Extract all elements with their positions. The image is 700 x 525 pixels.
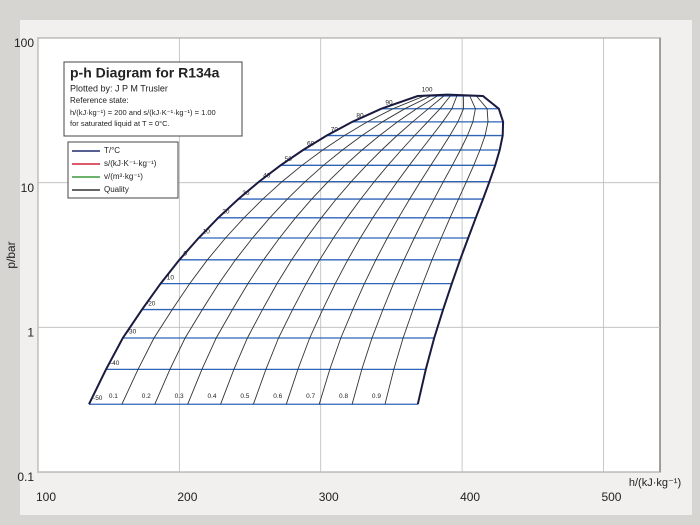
quality-label: 0.3: [175, 393, 184, 400]
isotherm-label: -30: [127, 329, 137, 336]
x-tick-label: 300: [319, 490, 339, 504]
saturation-curve: [88, 93, 505, 405]
quality-label: 0.9: [372, 393, 381, 400]
plot: -50-40-30-20-1001020304050607080901000.1…: [37, 37, 660, 473]
quality-line: [351, 95, 476, 405]
isotherm-label: 20: [222, 209, 230, 216]
quality-label: 0.1: [109, 393, 118, 400]
isotherm-label: 90: [385, 99, 393, 106]
chart-subtitle: Plotted by: J P M Trusler: [70, 83, 168, 93]
isotherm-label: -20: [146, 300, 156, 307]
quality-line: [285, 95, 458, 405]
isotherm-label: 80: [356, 113, 364, 120]
quality-line: [154, 95, 431, 405]
note: Reference state:: [70, 96, 129, 105]
x-axis-label: h/(kJ·kg⁻¹): [629, 477, 681, 489]
y-tick-label: 100: [14, 36, 34, 50]
isotherm-label: -10: [165, 274, 175, 281]
y-axis-label: p/bar: [4, 241, 18, 268]
isotherm-label: 100: [422, 87, 433, 94]
isotherm-label: 10: [203, 229, 211, 236]
quality-line: [318, 95, 465, 405]
quality-label: 0.5: [240, 393, 249, 400]
x-tick-label: 100: [36, 490, 56, 504]
quality-line: [121, 95, 425, 405]
chart-title: p-h Diagram for R134a: [70, 65, 220, 81]
isotherm-label: -50: [93, 395, 103, 402]
quality-label: 0.2: [142, 393, 151, 400]
isotherm-label: 70: [331, 126, 339, 133]
x-tick-label: 200: [177, 490, 197, 504]
y-tick-label: 10: [21, 181, 35, 195]
legend-label: Quality: [104, 185, 129, 194]
title-box: [63, 61, 243, 137]
quality-label: 0.6: [273, 393, 282, 400]
note: for saturated liquid at T = 0°C.: [70, 119, 170, 128]
quality-line: [252, 95, 451, 405]
y-tick-label: 0.1: [17, 470, 34, 484]
y-tick-label: 1: [27, 326, 34, 340]
x-tick-label: 500: [601, 490, 621, 504]
legend-label: T/°C: [104, 146, 120, 155]
legend-label: v/(m³·kg⁻¹): [104, 172, 143, 181]
note: h/(kJ·kg⁻¹) = 200 and s/(kJ·K⁻¹·kg⁻¹) = …: [70, 108, 216, 117]
quality-line: [187, 95, 438, 405]
legend-items: T/°C s/(kJ·K⁻¹·kg⁻¹) v/(m³·kg⁻¹) Quality: [72, 146, 157, 194]
quality-line: [384, 95, 489, 405]
quality-line: [220, 95, 445, 405]
legend-label: s/(kJ·K⁻¹·kg⁻¹): [104, 159, 157, 168]
isotherm-label: -40: [110, 360, 120, 367]
quality-label: 0.8: [339, 393, 348, 400]
quality-label: 0.7: [306, 393, 315, 400]
quality-label: 0.4: [208, 393, 217, 400]
x-tick-label: 400: [460, 490, 480, 504]
